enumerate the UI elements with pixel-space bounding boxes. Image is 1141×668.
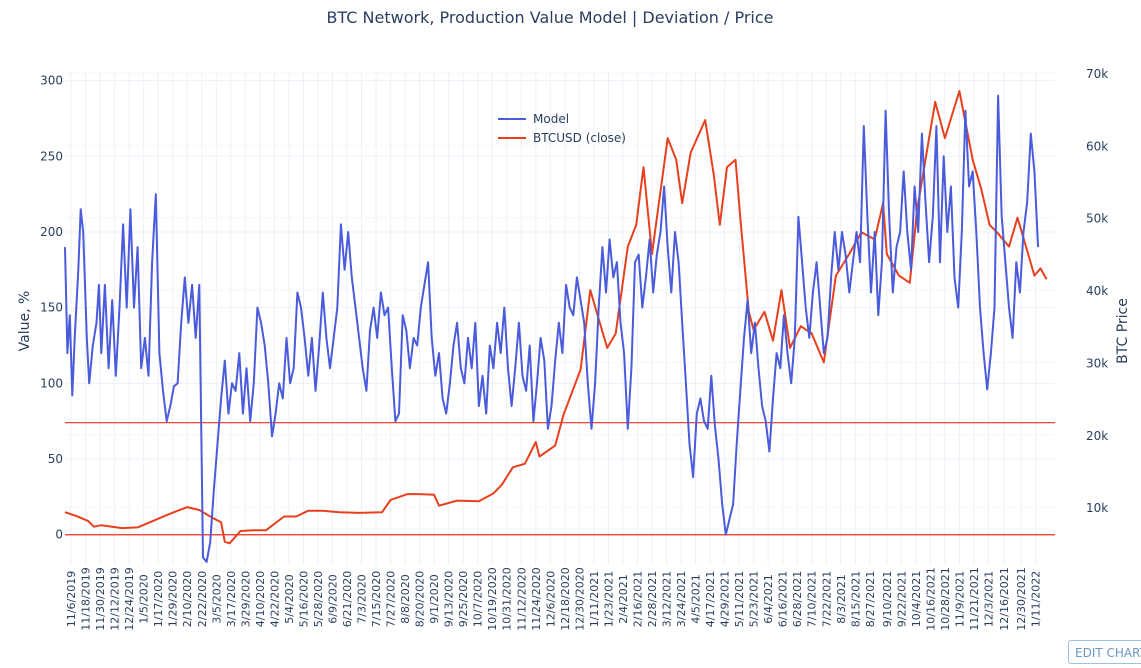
x-tick-label: 3/29/2020 (239, 571, 252, 627)
x-tick-label: 6/9/2020 (326, 574, 339, 623)
x-tick-label: 7/22/2021 (820, 571, 833, 627)
x-tick-label: 9/22/2021 (895, 571, 908, 627)
legend[interactable]: Model BTCUSD (close) (498, 112, 626, 145)
y2-tick-label: 50k (1086, 212, 1108, 226)
x-tick-label: 2/28/2021 (646, 571, 659, 627)
chart-title: BTC Network, Production Value Model | De… (326, 8, 773, 27)
x-tick-label: 9/25/2020 (457, 571, 470, 627)
y-axis-left: 0 50 100 150 200 250 300 (40, 74, 63, 542)
x-tick-label: 10/31/2020 (501, 567, 514, 630)
x-tick-label: 12/24/2019 (123, 567, 136, 630)
x-tick-label: 1/5/2020 (138, 574, 151, 623)
x-tick-label: 8/20/2020 (414, 571, 427, 627)
x-tick-label: 4/29/2021 (719, 571, 732, 627)
x-tick-label: 10/16/2021 (924, 567, 937, 630)
x-tick-label: 10/28/2021 (939, 567, 952, 630)
x-tick-label: 4/17/2021 (704, 571, 717, 627)
x-tick-label: 11/30/2019 (94, 567, 107, 630)
x-tick-label: 5/23/2021 (748, 571, 761, 627)
x-tick-label: 1/11/2021 (588, 571, 601, 627)
x-tick-label: 6/4/2021 (762, 574, 775, 623)
x-tick-label: 6/21/2020 (341, 571, 354, 627)
y-tick-label: 100 (40, 376, 63, 390)
x-tick-label: 12/12/2019 (109, 567, 122, 630)
x-tick-label: 9/10/2021 (881, 571, 894, 627)
reference-lines (65, 422, 1055, 536)
x-tick-label: 1/17/2020 (152, 571, 165, 627)
y2-tick-label: 60k (1086, 139, 1108, 153)
x-tick-label: 3/5/2020 (210, 574, 223, 623)
x-tick-label: 11/6/2019 (65, 571, 78, 627)
y2-tick-label: 70k (1086, 67, 1108, 81)
x-tick-label: 2/4/2021 (617, 574, 630, 623)
x-tick-label: 12/6/2020 (544, 571, 557, 627)
y2-tick-label: 20k (1086, 429, 1108, 443)
y-tick-label: 0 (55, 528, 63, 542)
x-tick-label: 1/23/2021 (602, 571, 615, 627)
x-tick-label: 12/30/2021 (1015, 567, 1028, 630)
x-tick-label: 6/28/2021 (791, 571, 804, 627)
x-tick-label: 2/16/2021 (631, 571, 644, 627)
legend-model-label[interactable]: Model (533, 112, 569, 126)
y2-axis-title: BTC Price (1115, 298, 1131, 364)
x-tick-label: 3/12/2021 (661, 571, 674, 627)
x-tick-label: 9/13/2020 (443, 571, 456, 627)
x-tick-label: 10/19/2020 (486, 567, 499, 630)
x-tick-label: 3/17/2020 (225, 571, 238, 627)
x-tick-label: 3/24/2021 (675, 571, 688, 627)
x-tick-label: 1/11/2022 (1030, 571, 1043, 627)
x-tick-label: 4/10/2020 (254, 571, 267, 627)
x-tick-label: 7/10/2021 (806, 571, 819, 627)
x-tick-label: 5/4/2020 (283, 574, 296, 623)
y-tick-label: 200 (40, 225, 63, 239)
x-tick-label: 9/1/2020 (428, 574, 441, 623)
model-series-line[interactable] (64, 94, 1040, 563)
x-tick-label: 10/4/2021 (910, 571, 923, 627)
x-tick-label: 5/16/2020 (297, 571, 310, 627)
x-tick-label: 5/28/2020 (312, 571, 325, 627)
x-tick-label: 7/3/2020 (356, 574, 369, 623)
x-axis: 11/6/2019 11/18/2019 11/30/2019 12/12/2019 1… (65, 567, 1043, 630)
y2-tick-label: 30k (1086, 356, 1108, 370)
y-axis-right: 10k 20k 30k 40k 50k 60k 70k (1086, 67, 1108, 515)
x-tick-label: 12/16/2021 (998, 567, 1011, 630)
legend-btcusd-label[interactable]: BTCUSD (close) (533, 131, 626, 145)
series-layer (64, 90, 1048, 563)
x-tick-label: 11/18/2019 (80, 567, 93, 630)
x-tick-label: 11/24/2020 (530, 567, 543, 630)
x-tick-label: 7/15/2020 (370, 571, 383, 627)
x-tick-label: 8/15/2021 (849, 571, 862, 627)
y-tick-label: 50 (48, 452, 63, 466)
x-tick-label: 1/29/2020 (167, 571, 180, 627)
x-tick-label: 11/21/2021 (968, 567, 981, 630)
x-tick-label: 4/5/2021 (690, 574, 703, 623)
grid (65, 72, 1055, 565)
y-tick-label: 150 (40, 301, 63, 315)
x-tick-label: 4/22/2020 (268, 571, 281, 627)
y-tick-label: 300 (40, 74, 63, 88)
x-tick-label: 8/8/2020 (399, 574, 412, 623)
x-tick-label: 12/18/2020 (559, 567, 572, 630)
y2-tick-label: 10k (1086, 501, 1108, 515)
x-tick-label: 12/3/2021 (982, 571, 995, 627)
x-tick-label: 7/27/2020 (385, 571, 398, 627)
y-tick-label: 250 (40, 149, 63, 163)
x-tick-label: 8/3/2021 (835, 574, 848, 623)
y-axis-title: Value, % (17, 291, 33, 352)
x-tick-label: 11/12/2020 (515, 567, 528, 630)
x-tick-label: 12/30/2020 (573, 567, 586, 630)
x-tick-label: 2/22/2020 (196, 571, 209, 627)
x-tick-label: 2/10/2020 (181, 571, 194, 627)
x-tick-label: 11/9/2021 (953, 571, 966, 627)
x-tick-label: 6/16/2021 (777, 571, 790, 627)
x-tick-label: 8/27/2021 (864, 571, 877, 627)
x-tick-label: 10/7/2020 (472, 571, 485, 627)
btcusd-series-line[interactable] (64, 90, 1048, 545)
y2-tick-label: 40k (1086, 284, 1108, 298)
edit-chart-button[interactable]: EDIT CHART (1068, 640, 1141, 664)
x-tick-label: 5/11/2021 (733, 571, 746, 627)
